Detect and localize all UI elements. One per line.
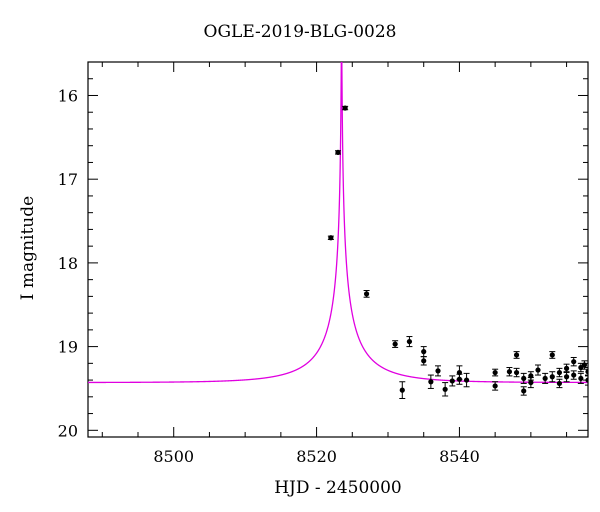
x-tick-label: 8540 — [439, 447, 480, 466]
data-point — [585, 377, 588, 383]
points-layer — [327, 105, 588, 399]
data-point — [328, 235, 334, 241]
ticks-layer: 8500 8520 8540 16 17 18 19 20 — [58, 61, 588, 466]
x-tick-label: 8520 — [296, 447, 337, 466]
data-point — [449, 378, 455, 384]
data-point — [549, 352, 555, 358]
data-point — [528, 379, 534, 386]
chart-title: OGLE-2019-BLG-0028 — [203, 22, 397, 42]
y-tick-label: 18 — [58, 254, 78, 273]
plot-area-frame — [87, 61, 589, 438]
data-point — [513, 352, 520, 358]
data-point — [492, 383, 498, 389]
x-axis-label: HJD - 2450000 — [274, 478, 402, 498]
data-point — [585, 369, 588, 375]
y-tick-label: 17 — [58, 170, 78, 189]
data-point — [335, 149, 341, 156]
data-point — [406, 338, 413, 345]
data-point — [492, 369, 498, 376]
data-point — [506, 369, 513, 375]
data-point — [542, 375, 548, 382]
data-point — [571, 372, 577, 378]
data-point — [463, 377, 470, 383]
data-point — [528, 373, 534, 379]
model-layer — [88, 62, 588, 384]
data-point — [428, 379, 434, 385]
data-point — [563, 374, 570, 380]
data-point — [549, 374, 555, 380]
data-point — [399, 387, 405, 393]
data-point — [581, 362, 588, 368]
y-tick-label: 19 — [58, 338, 78, 357]
data-point — [442, 386, 448, 392]
data-point — [578, 375, 584, 382]
y-tick-label: 16 — [58, 86, 78, 105]
data-point — [421, 349, 427, 355]
data-point — [535, 367, 541, 373]
data-point — [421, 358, 427, 364]
data-point — [456, 376, 463, 382]
model-curve — [88, 62, 588, 384]
y-tick-label: 20 — [58, 421, 78, 440]
x-tick-label: 8500 — [153, 447, 194, 466]
data-point — [363, 291, 370, 297]
data-point — [521, 388, 527, 394]
data-point — [392, 341, 398, 347]
data-point — [342, 105, 348, 111]
data-point — [563, 365, 570, 371]
data-point — [556, 369, 563, 376]
data-point — [571, 359, 577, 365]
data-point — [513, 369, 520, 376]
data-point — [556, 380, 563, 387]
data-point — [435, 368, 441, 374]
data-point — [521, 375, 527, 382]
